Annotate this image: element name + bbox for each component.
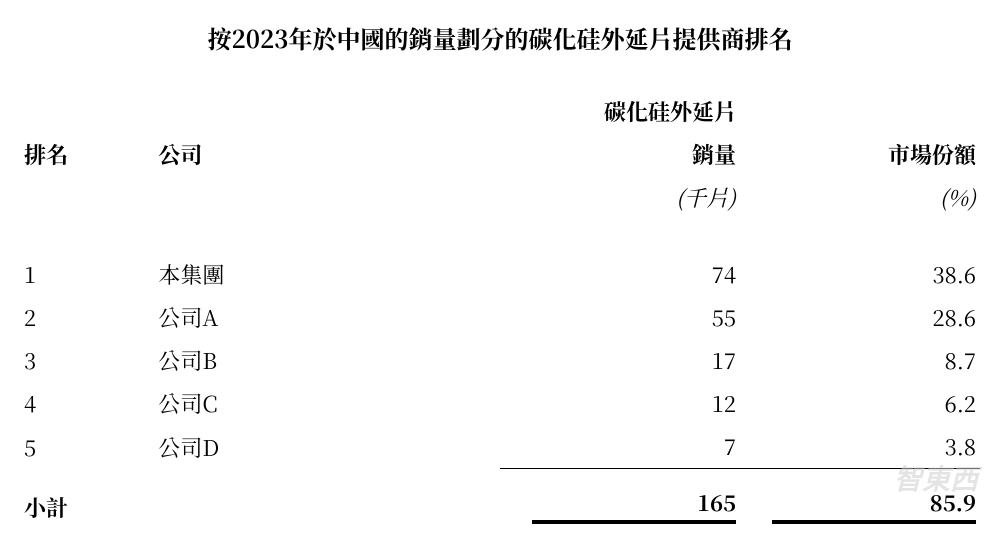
subtotal-label: 小計 <box>20 469 154 530</box>
cell-company: 本集團 <box>154 253 500 296</box>
col-rank-header: 排名 <box>20 133 154 176</box>
subtotal-volume-cell: 165 <box>500 469 740 530</box>
table-header-line2: 排名 公司 銷量 市場份額 <box>20 133 980 176</box>
cell-share: 3.8 <box>740 425 980 469</box>
cell-rank: 2 <box>20 296 154 339</box>
cell-company: 公司D <box>154 425 500 469</box>
cell-company: 公司B <box>154 339 500 382</box>
table-header-line1: 碳化硅外延片 <box>20 90 980 133</box>
col-volume-header-line1: 碳化硅外延片 <box>500 90 740 133</box>
table-units-row: (千片) (%) <box>20 176 980 219</box>
cell-rank: 5 <box>20 425 154 469</box>
col-volume-header-line2: 銷量 <box>500 133 740 176</box>
cell-share: 8.7 <box>740 339 980 382</box>
table-row: 1 本集團 74 38.6 <box>20 253 980 296</box>
cell-rank: 4 <box>20 382 154 425</box>
cell-share: 38.6 <box>740 253 980 296</box>
table-row: 3 公司B 17 8.7 <box>20 339 980 382</box>
page-title: 按2023年於中國的銷量劃分的碳化硅外延片提供商排名 <box>20 20 980 55</box>
table-row: 5 公司D 7 3.8 <box>20 425 980 469</box>
unit-share: (%) <box>740 176 980 219</box>
table-row: 2 公司A 55 28.6 <box>20 296 980 339</box>
cell-rank: 3 <box>20 339 154 382</box>
cell-company: 公司A <box>154 296 500 339</box>
subtotal-share: 85.9 <box>772 487 976 521</box>
col-company-header: 公司 <box>154 133 500 176</box>
cell-rank: 1 <box>20 253 154 296</box>
cell-volume: 55 <box>500 296 740 339</box>
unit-volume: (千片) <box>500 176 740 219</box>
ranking-table: 碳化硅外延片 排名 公司 銷量 市場份額 (千片) (%) 1 本集團 74 3… <box>20 90 980 529</box>
table-row: 4 公司C 12 6.2 <box>20 382 980 425</box>
cell-volume: 7 <box>500 425 740 469</box>
cell-volume: 17 <box>500 339 740 382</box>
cell-share: 28.6 <box>740 296 980 339</box>
col-share-header: 市場份額 <box>740 133 980 176</box>
cell-volume: 74 <box>500 253 740 296</box>
subtotal-volume: 165 <box>532 487 736 521</box>
subtotal-share-cell: 85.9 <box>740 469 980 530</box>
cell-volume: 12 <box>500 382 740 425</box>
subtotal-row: 小計 165 85.9 <box>20 469 980 530</box>
cell-company: 公司C <box>154 382 500 425</box>
cell-share: 6.2 <box>740 382 980 425</box>
